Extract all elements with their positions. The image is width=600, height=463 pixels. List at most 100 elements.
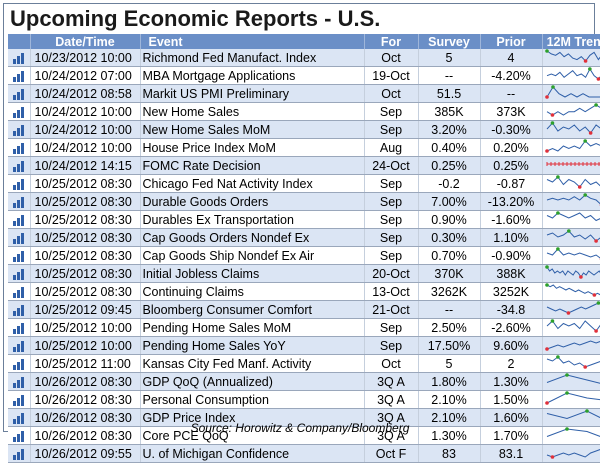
- sparkline: [545, 121, 600, 135]
- row-prior: --: [480, 85, 542, 103]
- row-prior: 1.50%: [480, 391, 542, 409]
- row-trend: [542, 49, 600, 67]
- bar-chart-icon[interactable]: [8, 301, 30, 319]
- row-for: 3Q A: [364, 373, 418, 391]
- row-event: New Home Sales MoM: [140, 121, 364, 139]
- row-for: Oct: [364, 85, 418, 103]
- row-date: 10/24/2012 07:00: [30, 67, 140, 85]
- sparkline: [545, 211, 600, 225]
- header-icon-col: [8, 34, 30, 49]
- bar-chart-icon[interactable]: [8, 337, 30, 355]
- header-prior[interactable]: Prior: [480, 34, 542, 49]
- row-date: 10/24/2012 10:00: [30, 139, 140, 157]
- row-date: 10/25/2012 08:30: [30, 265, 140, 283]
- row-trend: [542, 175, 600, 193]
- bar-chart-icon[interactable]: [8, 355, 30, 373]
- header-trend[interactable]: 12M Trend: [542, 34, 600, 49]
- bar-chart-icon[interactable]: [8, 265, 30, 283]
- row-survey: 3262K: [418, 283, 480, 301]
- sparkline: [545, 355, 600, 369]
- header-date[interactable]: Date/Time: [30, 34, 140, 49]
- row-trend: [542, 67, 600, 85]
- row-prior: -0.87: [480, 175, 542, 193]
- row-for: 19-Oct: [364, 67, 418, 85]
- sparkline: [545, 85, 600, 99]
- sparkline: [545, 229, 600, 243]
- row-survey: 7.00%: [418, 193, 480, 211]
- row-event: House Price Index MoM: [140, 139, 364, 157]
- row-prior: 0.20%: [480, 139, 542, 157]
- bar-chart-icon[interactable]: [8, 247, 30, 265]
- bar-chart-icon[interactable]: [8, 121, 30, 139]
- row-survey: 370K: [418, 265, 480, 283]
- row-for: Aug: [364, 139, 418, 157]
- bar-chart-icon[interactable]: [8, 391, 30, 409]
- header-survey[interactable]: Survey: [418, 34, 480, 49]
- sparkline: [545, 319, 600, 333]
- bar-chart-icon[interactable]: [8, 229, 30, 247]
- sparkline: [545, 175, 600, 189]
- bar-chart-icon[interactable]: [8, 139, 30, 157]
- row-event: Pending Home Sales YoY: [140, 337, 364, 355]
- report-panel: Upcoming Economic Reports - U.S. Date/Ti…: [3, 3, 595, 432]
- bar-chart-icon[interactable]: [8, 175, 30, 193]
- row-date: 10/25/2012 08:30: [30, 247, 140, 265]
- bar-chart-icon[interactable]: [8, 67, 30, 85]
- bar-chart-icon[interactable]: [8, 157, 30, 175]
- row-date: 10/26/2012 08:30: [30, 391, 140, 409]
- row-event: Bloomberg Consumer Comfort: [140, 301, 364, 319]
- row-survey: 2.50%: [418, 319, 480, 337]
- bar-chart-icon[interactable]: [8, 103, 30, 121]
- row-event: Initial Jobless Claims: [140, 265, 364, 283]
- row-survey: 0.70%: [418, 247, 480, 265]
- row-prior: 1.30%: [480, 373, 542, 391]
- row-prior: -4.20%: [480, 67, 542, 85]
- sparkline: [545, 391, 600, 405]
- row-prior: -34.8: [480, 301, 542, 319]
- bar-chart-icon[interactable]: [8, 373, 30, 391]
- header-event[interactable]: Event: [140, 34, 364, 49]
- page-title: Upcoming Economic Reports - U.S.: [10, 6, 380, 32]
- bar-chart-icon[interactable]: [8, 211, 30, 229]
- row-for: 3Q A: [364, 391, 418, 409]
- row-trend: [542, 301, 600, 319]
- row-for: 20-Oct: [364, 265, 418, 283]
- row-event: Cap Goods Orders Nondef Ex: [140, 229, 364, 247]
- row-for: 21-Oct: [364, 301, 418, 319]
- sparkline: [545, 193, 600, 207]
- header-for[interactable]: For: [364, 34, 418, 49]
- row-prior: 3252K: [480, 283, 542, 301]
- row-date: 10/24/2012 08:58: [30, 85, 140, 103]
- bar-chart-icon[interactable]: [8, 193, 30, 211]
- row-event: Cap Goods Ship Nondef Ex Air: [140, 247, 364, 265]
- row-survey: 0.90%: [418, 211, 480, 229]
- bar-chart-icon[interactable]: [8, 85, 30, 103]
- bar-chart-icon[interactable]: [8, 49, 30, 67]
- bar-chart-icon[interactable]: [8, 445, 30, 463]
- bar-chart-icon[interactable]: [8, 283, 30, 301]
- bar-chart-icon[interactable]: [8, 319, 30, 337]
- row-for: Sep: [364, 247, 418, 265]
- row-event: GDP QoQ (Annualized): [140, 373, 364, 391]
